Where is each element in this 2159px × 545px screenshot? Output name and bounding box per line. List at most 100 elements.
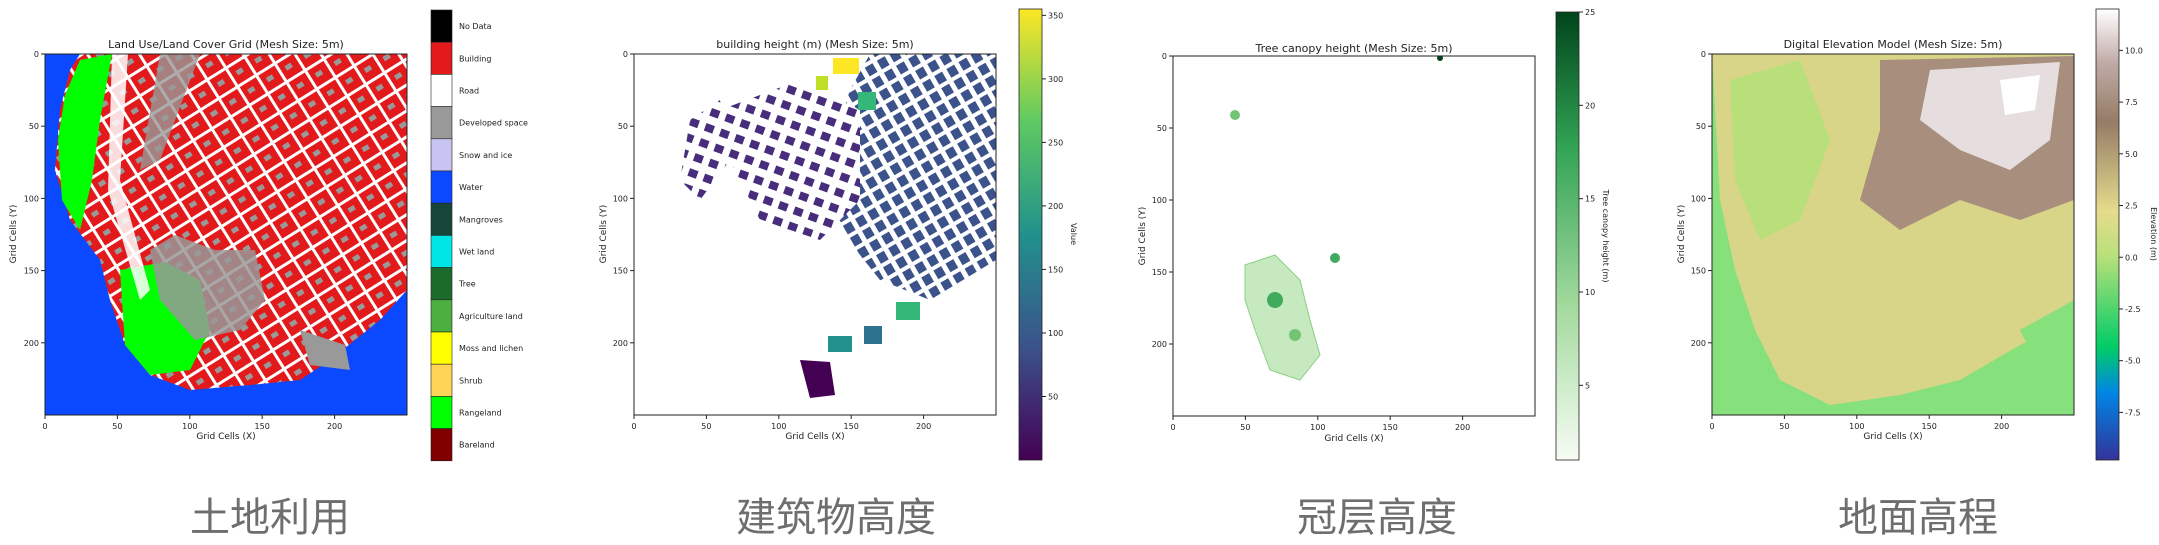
colorbar-tick-label: -7.5 xyxy=(2125,408,2141,417)
legend-swatch xyxy=(430,428,453,462)
landuse-pier xyxy=(300,330,350,370)
colorbar-tick-label: 20 xyxy=(1585,101,1595,110)
x-tick-label: 100 xyxy=(182,422,197,431)
legend-label: Bareland xyxy=(459,441,495,450)
building-tall-green xyxy=(858,92,876,110)
colorbar-tick-label: 300 xyxy=(1048,75,1063,84)
y-tick-label: 200 xyxy=(613,339,628,348)
colorbar-tick-label: 5.0 xyxy=(2125,150,2138,159)
legend-label: No Data xyxy=(459,22,492,31)
legend-swatch xyxy=(430,299,453,333)
y-tick-label: 100 xyxy=(1691,194,1706,203)
dem-colorbar xyxy=(2095,8,2120,461)
canopy-xlabel: Grid Cells (X) xyxy=(1324,434,1383,444)
legend-label: Shrub xyxy=(459,376,483,385)
building-colorbar xyxy=(1018,8,1043,461)
y-tick-label: 150 xyxy=(613,267,628,276)
dem-ylabel: Grid Cells (Y) xyxy=(1677,205,1687,264)
x-tick-label: 200 xyxy=(327,422,342,431)
canopy-map xyxy=(1173,56,1535,416)
landuse-panel: Land Use/Land Cover Grid (Mesh Size: 5m)… xyxy=(9,9,528,462)
legend-swatch xyxy=(430,202,453,236)
x-tick-label: 0 xyxy=(1170,423,1175,432)
legend-label: Developed space xyxy=(459,119,528,128)
legend-label: Rangeland xyxy=(459,409,502,418)
landuse-highway xyxy=(108,54,150,300)
landuse-ylabel: Grid Cells (Y) xyxy=(9,205,19,264)
canopy-frame xyxy=(1172,55,1536,417)
x-tick-label: 200 xyxy=(916,422,931,431)
y-tick-label: 0 xyxy=(1162,52,1167,61)
legend-swatch xyxy=(430,41,453,75)
colorbar-tick-label: 350 xyxy=(1048,11,1063,20)
dem-summit xyxy=(2000,75,2040,115)
x-tick-label: 0 xyxy=(1709,422,1714,431)
x-tick-label: 150 xyxy=(255,422,270,431)
building-tall-lime xyxy=(816,76,828,90)
dem-lowland xyxy=(1730,60,1830,240)
caption-land-use: 土地利用 xyxy=(190,495,350,541)
legend-swatch xyxy=(430,138,453,172)
dem-frame xyxy=(1711,53,2075,416)
dem-colorbar-label: Elevation (m) xyxy=(2149,207,2158,261)
dem-title: Digital Elevation Model (Mesh Size: 5m) xyxy=(1784,38,2003,51)
x-tick-label: 50 xyxy=(1779,422,1789,431)
canopy-ylabel: Grid Cells (Y) xyxy=(1138,207,1148,266)
building-colorbar-label: Value xyxy=(1069,223,1078,245)
building-blocks-west xyxy=(680,100,730,200)
x-tick-label: 150 xyxy=(1383,423,1398,432)
x-tick-label: 50 xyxy=(701,422,711,431)
x-tick-label: 50 xyxy=(1240,423,1250,432)
canopy-panel: Tree canopy height (Mesh Size: 5m) Grid … xyxy=(1138,8,1610,461)
canopy-patch-3 xyxy=(1230,110,1240,120)
y-tick-label: 100 xyxy=(1152,196,1167,205)
y-tick-label: 150 xyxy=(24,267,39,276)
building-title: building height (m) (Mesh Size: 5m) xyxy=(716,38,913,51)
x-tick-label: 100 xyxy=(771,422,786,431)
y-tick-label: 50 xyxy=(618,122,628,131)
colorbar-tick-label: 10 xyxy=(1585,288,1595,297)
landuse-title: Land Use/Land Cover Grid (Mesh Size: 5m) xyxy=(108,38,344,51)
legend-label: Mangroves xyxy=(459,215,503,224)
y-tick-label: 150 xyxy=(1691,267,1706,276)
colorbar-tick-label: 15 xyxy=(1585,195,1595,204)
caption-canopy-height: 冠层高度 xyxy=(1297,495,1457,541)
legend-label: Moss and lichen xyxy=(459,344,523,353)
legend-label: Building xyxy=(459,54,491,63)
building-tall-yellow xyxy=(833,58,859,74)
colorbar-tick-label: 10.0 xyxy=(2125,46,2143,55)
y-tick-label: 0 xyxy=(34,50,39,59)
caption-building-height: 建筑物高度 xyxy=(736,495,936,541)
legend-swatch xyxy=(430,9,453,43)
canopy-park-trees xyxy=(1244,254,1321,381)
y-tick-label: 50 xyxy=(1696,122,1706,131)
x-tick-label: 200 xyxy=(1455,423,1470,432)
legend-label: Road xyxy=(459,87,479,96)
colorbar-tick-label: 100 xyxy=(1048,329,1063,338)
landuse-developed xyxy=(140,54,200,170)
legend-swatch xyxy=(430,106,453,140)
dem-panel: Digital Elevation Model (Mesh Size: 5m) … xyxy=(1677,8,2158,461)
caption-ground-elevation: 地面高程 xyxy=(1838,495,1998,541)
colorbar-tick-label: -5.0 xyxy=(2125,357,2141,366)
colorbar-tick-label: -2.5 xyxy=(2125,305,2141,314)
colorbar-tick-label: 150 xyxy=(1048,265,1063,274)
x-tick-label: 200 xyxy=(1994,422,2009,431)
landuse-xlabel: Grid Cells (X) xyxy=(196,432,255,442)
building-blocks-east xyxy=(830,54,996,300)
landuse-rangeland-west xyxy=(58,54,112,230)
colorbar-tick-label: 250 xyxy=(1048,138,1063,147)
y-tick-label: 200 xyxy=(1152,340,1167,349)
colorbar-tick-label: 2.5 xyxy=(2125,202,2138,211)
x-tick-label: 0 xyxy=(42,422,47,431)
colorbar-tick-label: 0.0 xyxy=(2125,253,2138,262)
y-tick-label: 50 xyxy=(1157,124,1167,133)
colorbar-tick-label: 200 xyxy=(1048,202,1063,211)
x-tick-label: 0 xyxy=(631,422,636,431)
x-tick-label: 100 xyxy=(1310,423,1325,432)
building-ylabel: Grid Cells (Y) xyxy=(599,205,609,264)
legend-swatch xyxy=(430,235,453,268)
canopy-dense-patch xyxy=(1267,292,1283,308)
building-panel: building height (m) (Mesh Size: 5m) Grid… xyxy=(599,8,1078,461)
